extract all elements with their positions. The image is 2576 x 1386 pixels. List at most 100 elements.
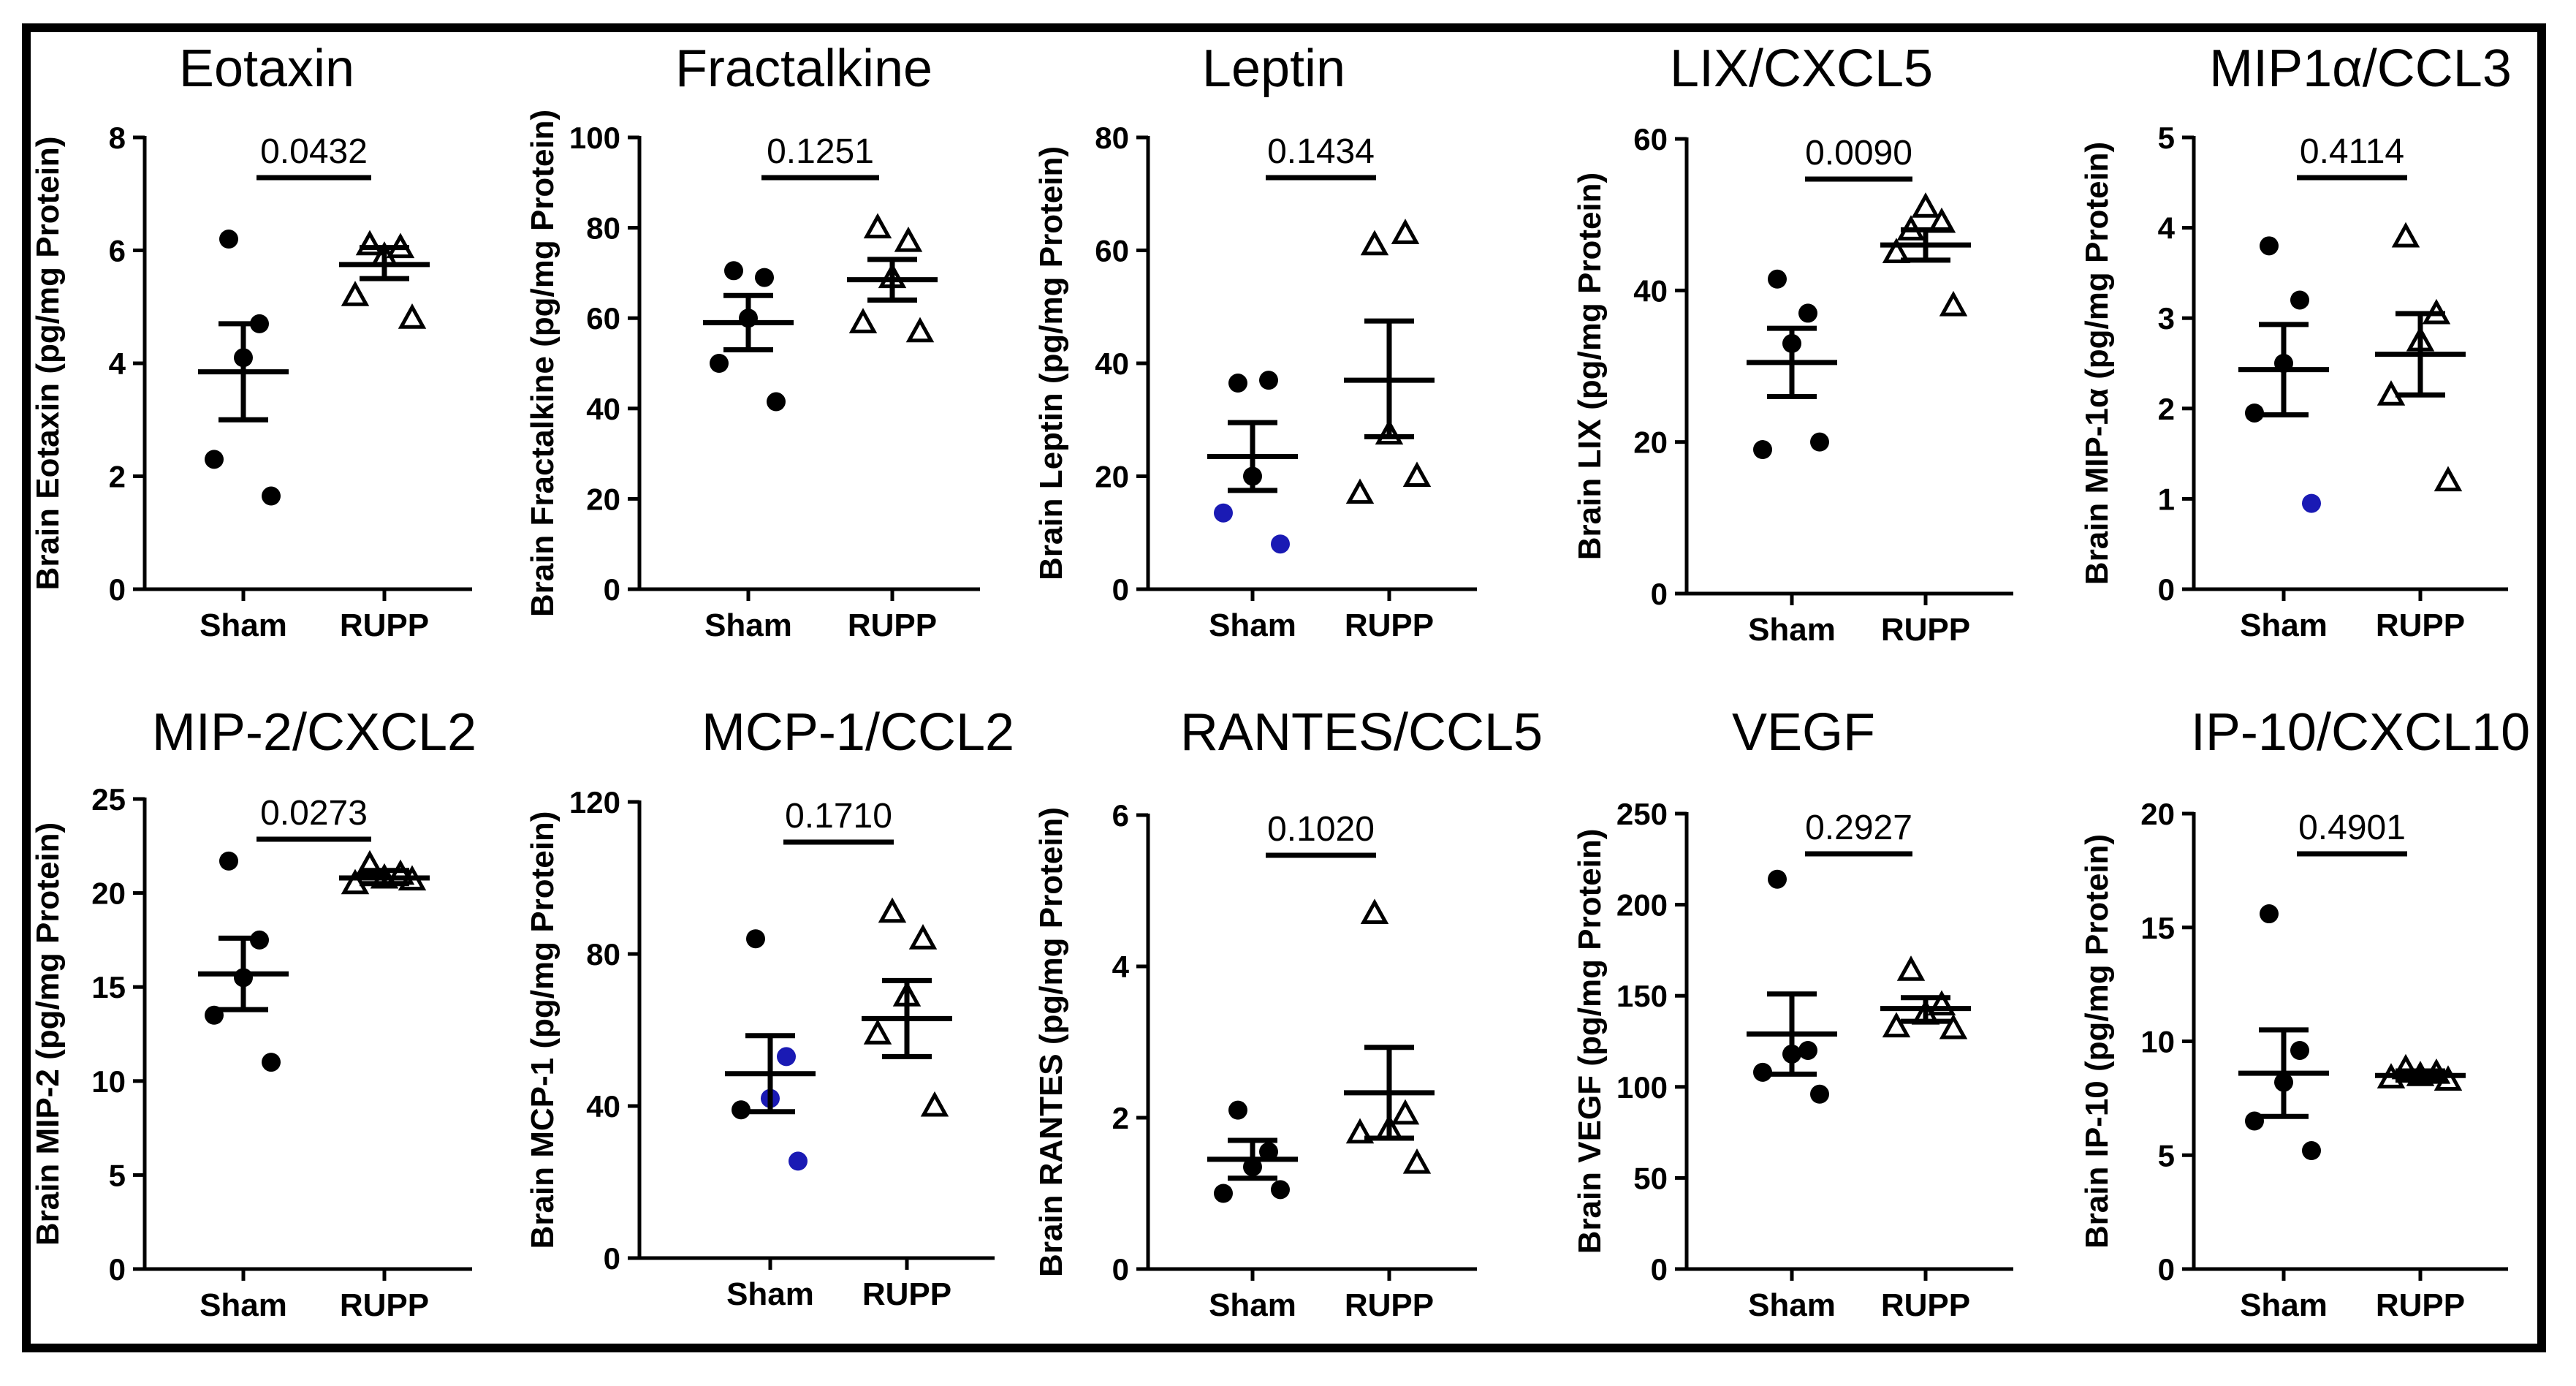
- x-category-label: RUPP: [1881, 1287, 1970, 1323]
- data-point: [1214, 1184, 1233, 1203]
- y-tick-label: 20: [2140, 797, 2175, 831]
- data-point: [341, 281, 370, 306]
- data-point: [1259, 371, 1278, 390]
- data-point: [2302, 493, 2321, 513]
- data-point: [1228, 1100, 1247, 1120]
- data-point: [894, 226, 923, 252]
- y-axis-label: Brain MIP-1α (pg/mg Protein): [2079, 142, 2115, 585]
- x-category-label: Sham: [726, 1276, 814, 1312]
- panel-mcp-1-ccl2: MCP-1/CCL2 0 40 80 120 Sham RUPP Brain MCP-1 (p…: [525, 703, 1014, 1312]
- data-point: [732, 1100, 751, 1120]
- data-point: [1896, 955, 1926, 981]
- y-axis-label: Brain MIP-2 (pg/mg Protein): [30, 822, 66, 1246]
- p-value-label: 0.0090: [1805, 134, 1912, 173]
- panel-leptin: Leptin 0 20 40 60 80 Sham RUPP Brain Leptin (pg/…: [1033, 39, 1477, 643]
- y-tick-label: 0: [2158, 572, 2175, 607]
- y-tick-label: 4: [2158, 211, 2176, 246]
- data-point: [1391, 1099, 1420, 1125]
- data-point: [920, 1091, 949, 1117]
- y-tick-label: 0: [109, 572, 126, 607]
- x-category-label: Sham: [2240, 1287, 2328, 1323]
- y-tick-label: 10: [2140, 1025, 2175, 1059]
- x-category-label: RUPP: [2376, 1287, 2465, 1323]
- data-point: [2391, 221, 2420, 248]
- data-point: [905, 317, 935, 343]
- x-category-label: RUPP: [340, 1287, 429, 1323]
- x-category-label: Sham: [200, 1287, 287, 1323]
- data-point: [1798, 1040, 1817, 1060]
- y-tick-label: 50: [1633, 1161, 1668, 1195]
- panel-mip-2-cxcl2: MIP-2/CXCL2 0 5 10 15 20 25 Sham RUPP Brain MIP-2…: [30, 703, 476, 1323]
- data-point: [1882, 238, 1911, 263]
- data-point: [1939, 1013, 1968, 1040]
- data-point: [746, 929, 765, 949]
- y-tick-label: 20: [91, 876, 126, 911]
- x-category-label: Sham: [1209, 607, 1296, 643]
- y-axis-label: Brain Fractalkine (pg/mg Protein): [525, 110, 561, 617]
- panel-title: MIP1α/CCL3: [2209, 39, 2512, 98]
- y-axis-label: Brain IP-10 (pg/mg Protein): [2079, 834, 2115, 1249]
- y-tick-label: 6: [109, 234, 126, 268]
- y-axis-label: Brain MCP-1 (pg/mg Protein): [525, 811, 561, 1249]
- y-tick-label: 40: [1633, 273, 1668, 308]
- y-tick-label: 4: [109, 346, 126, 381]
- data-point: [1375, 419, 1404, 445]
- data-point: [1391, 219, 1420, 244]
- data-point: [1259, 1142, 1278, 1162]
- data-point: [1768, 269, 1787, 289]
- p-value-label: 0.0432: [260, 132, 368, 171]
- panel-title: Fractalkine: [675, 39, 932, 98]
- data-point: [1911, 192, 1940, 218]
- y-tick-label: 100: [1616, 1070, 1668, 1105]
- panel-fractalkine: Fractalkine 0 20 40 60 80 100 Sham RUPP Brain Fra…: [525, 39, 980, 643]
- x-category-label: RUPP: [340, 607, 429, 643]
- p-value-label: 0.4901: [2298, 808, 2406, 847]
- panel-rantes-ccl5: RANTES/CCL5 0 2 4 6 Sham RUPP Brain RANTES (pg/…: [1033, 703, 1543, 1323]
- panel-ip-10-cxcl10: IP-10/CXCL10 0 5 10 15 20 Sham RUPP Brain IP-10 …: [2079, 703, 2530, 1323]
- data-point: [1939, 290, 1968, 317]
- y-tick-label: 5: [2158, 121, 2175, 155]
- panel-title: MIP-2/CXCL2: [152, 703, 476, 762]
- y-tick-label: 15: [91, 970, 126, 1004]
- data-point: [355, 230, 384, 256]
- data-point: [755, 268, 774, 287]
- data-point: [789, 1151, 808, 1171]
- y-tick-label: 0: [1112, 572, 1129, 607]
- y-tick-label: 10: [91, 1064, 126, 1099]
- data-point: [205, 450, 224, 469]
- y-tick-label: 5: [109, 1158, 126, 1192]
- panel-title: VEGF: [1732, 703, 1875, 762]
- data-point: [1271, 534, 1290, 554]
- y-tick-label: 0: [604, 572, 620, 607]
- data-point: [219, 851, 238, 871]
- data-point: [710, 354, 729, 373]
- data-point: [2433, 466, 2463, 492]
- panel-title: LIX/CXCL5: [1670, 39, 1933, 98]
- data-point: [2302, 1141, 2321, 1161]
- panel-title: MCP-1/CCL2: [702, 703, 1014, 762]
- y-tick-label: 40: [1095, 346, 1129, 381]
- data-point: [1214, 503, 1233, 523]
- data-point: [1228, 374, 1247, 393]
- y-tick-label: 1: [2158, 482, 2175, 516]
- x-category-label: RUPP: [1881, 612, 1970, 648]
- data-point: [848, 308, 878, 333]
- y-tick-label: 0: [1651, 577, 1668, 611]
- p-value-label: 0.1434: [1267, 132, 1375, 171]
- y-tick-label: 60: [586, 301, 620, 336]
- y-tick-label: 25: [91, 782, 126, 817]
- y-tick-label: 20: [1095, 460, 1129, 494]
- y-tick-label: 0: [1651, 1252, 1668, 1287]
- y-tick-label: 0: [2158, 1252, 2175, 1287]
- x-category-label: Sham: [1748, 612, 1836, 648]
- data-point: [2245, 403, 2264, 423]
- x-category-label: Sham: [200, 607, 287, 643]
- x-category-label: RUPP: [862, 1276, 951, 1312]
- panel-title: RANTES/CCL5: [1180, 703, 1543, 762]
- y-tick-label: 6: [1112, 798, 1129, 833]
- data-point: [767, 392, 786, 412]
- y-tick-label: 0: [1112, 1252, 1129, 1287]
- data-point: [724, 261, 743, 281]
- data-point: [777, 1047, 796, 1067]
